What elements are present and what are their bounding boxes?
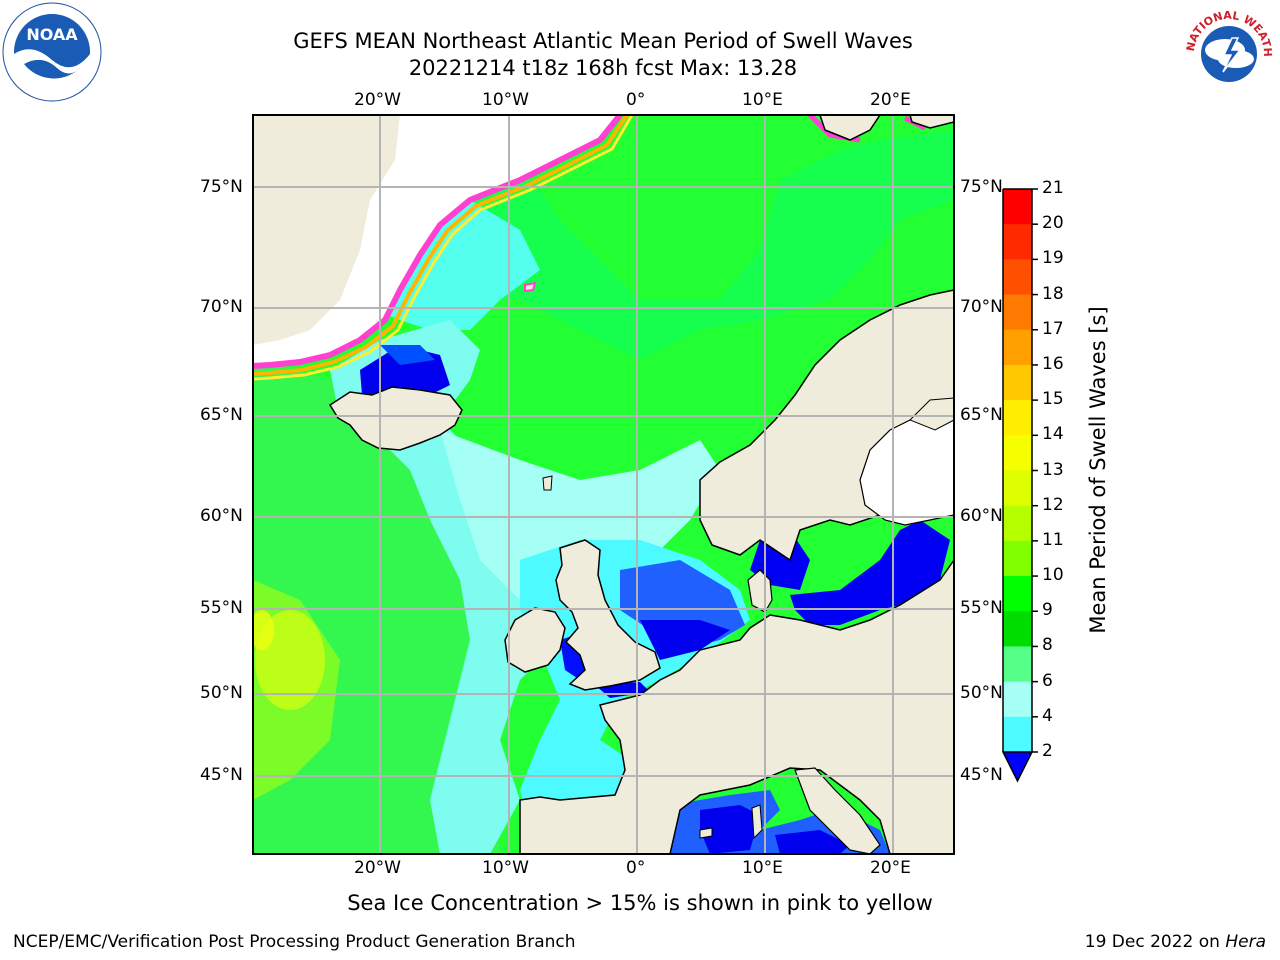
- footer-date-text: 19 Dec 2022 on: [1084, 932, 1226, 952]
- colorbar-tick-label: 10: [1042, 565, 1064, 586]
- colorbar-tick-label: 11: [1042, 529, 1064, 550]
- lat-label-left-75n: 75°N: [200, 177, 243, 197]
- lat-label-right-75n: 75°N: [960, 177, 1003, 197]
- lon-label-top-20e: 20°E: [870, 90, 911, 110]
- lon-label-top-0: 0°: [626, 90, 646, 110]
- lat-label-right-70n: 70°N: [960, 297, 1003, 317]
- colorbar-segment: [1003, 364, 1032, 401]
- colorbar-tick-label: 21: [1042, 178, 1064, 198]
- footer-credit: NCEP/EMC/Verification Post Processing Pr…: [13, 932, 576, 952]
- colorbar-ticks: [1032, 188, 1038, 753]
- colorbar-segment: [1003, 576, 1032, 612]
- colorbar-segment: [1003, 646, 1032, 683]
- plot-title-line2: 20221214 t18z 168h fcst Max: 13.28: [408, 56, 798, 80]
- footer-host: Hera: [1225, 932, 1266, 952]
- plot-title-line1: GEFS MEAN Northeast Atlantic Mean Period…: [293, 29, 913, 53]
- colorbar-segment: [1003, 224, 1032, 260]
- lat-label-right-45n: 45°N: [960, 765, 1003, 785]
- colorbar: [1003, 189, 1032, 753]
- lat-label-left-65n: 65°N: [200, 405, 243, 425]
- colorbar-tick-label: 9: [1042, 600, 1053, 621]
- noaa-logo-text: NOAA: [26, 25, 78, 44]
- footer-date: 19 Dec 2022 on Hera: [1085, 932, 1266, 952]
- lon-label-bottom-10e: 10°E: [742, 858, 783, 878]
- lat-label-left-55n: 55°N: [200, 598, 243, 618]
- noaa-logo: NOAA: [2, 2, 102, 102]
- lat-label-right-65n: 65°N: [960, 405, 1003, 425]
- colorbar-segment: [1003, 681, 1032, 718]
- colorbar-tick-label: 14: [1042, 424, 1064, 445]
- colorbar-segment: [1003, 189, 1032, 225]
- map-border: [252, 114, 955, 855]
- lat-label-right-50n: 50°N: [960, 683, 1003, 703]
- colorbar-tick-label: 12: [1042, 494, 1064, 515]
- lon-label-top-20w: 20°W: [354, 90, 401, 110]
- colorbar-tick-label: 2: [1042, 741, 1053, 761]
- colorbar-tick-label: 17: [1042, 318, 1064, 339]
- colorbar-tick-label: 16: [1042, 353, 1064, 374]
- sea-ice-caption: Sea Ice Concentration > 15% is shown in …: [347, 891, 933, 915]
- colorbar-segment: [1003, 435, 1032, 471]
- lon-label-top-10e: 10°E: [742, 90, 783, 110]
- colorbar-segment: [1003, 505, 1032, 542]
- lat-label-left-70n: 70°N: [200, 297, 243, 317]
- colorbar-segment: [1003, 294, 1032, 331]
- lat-label-left-45n: 45°N: [200, 765, 243, 785]
- lon-label-top-10w: 10°W: [482, 90, 529, 110]
- colorbar-extend-arrow: [1001, 751, 1034, 783]
- nws-logo: NATIONAL WEATHER SERVICE: [1180, 2, 1276, 98]
- colorbar-segment: [1003, 470, 1032, 507]
- lon-label-bottom-20w: 20°W: [354, 858, 401, 878]
- colorbar-tick-label: 8: [1042, 635, 1053, 656]
- colorbar-segment: [1003, 400, 1032, 436]
- iceland: [328, 386, 463, 451]
- sea-ice-edge: [253, 115, 623, 369]
- colorbar-tick-label: 15: [1042, 389, 1064, 410]
- colorbar-segment: [1003, 540, 1032, 577]
- lat-label-right-55n: 55°N: [960, 598, 1003, 618]
- colorbar-segment: [1003, 259, 1032, 296]
- lat-label-left-60n: 60°N: [200, 506, 243, 526]
- map-area: [253, 115, 954, 854]
- colorbar-segment: [1003, 329, 1032, 366]
- greenland-land: [253, 115, 400, 345]
- colorbar-tick-label: 6: [1042, 670, 1053, 691]
- great-britain: [555, 539, 661, 691]
- colorbar-tick-label: 4: [1042, 705, 1053, 726]
- colorbar-segment: [1003, 716, 1032, 753]
- colorbar-label: Mean Period of Swell Waves [s]: [1086, 306, 1110, 634]
- lat-label-left-50n: 50°N: [200, 683, 243, 703]
- colorbar-tick-label: 20: [1042, 213, 1064, 234]
- graticule: [253, 115, 954, 854]
- colorbar-tick-label: 19: [1042, 248, 1064, 269]
- lon-label-bottom-10w: 10°W: [482, 858, 529, 878]
- lon-label-bottom-20e: 20°E: [870, 858, 911, 878]
- colorbar-tick-label: 13: [1042, 459, 1064, 480]
- colorbar-tick-label: 18: [1042, 283, 1064, 304]
- lat-label-right-60n: 60°N: [960, 506, 1003, 526]
- lon-label-bottom-0: 0°: [626, 858, 646, 878]
- colorbar-segment: [1003, 611, 1032, 647]
